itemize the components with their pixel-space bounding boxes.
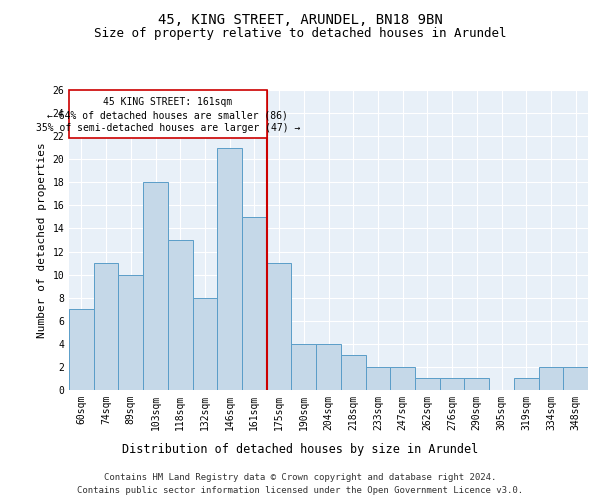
Text: Contains public sector information licensed under the Open Government Licence v3: Contains public sector information licen… [77, 486, 523, 495]
Bar [94, 263, 118, 390]
Bar [217, 148, 242, 390]
Bar [193, 298, 217, 390]
Bar [292, 344, 316, 390]
Bar [143, 182, 168, 390]
Bar [69, 309, 94, 390]
Text: 45, KING STREET, ARUNDEL, BN18 9BN: 45, KING STREET, ARUNDEL, BN18 9BN [158, 12, 442, 26]
Text: Distribution of detached houses by size in Arundel: Distribution of detached houses by size … [122, 442, 478, 456]
Bar [316, 344, 341, 390]
Bar [365, 367, 390, 390]
Bar [440, 378, 464, 390]
Bar [514, 378, 539, 390]
Bar [118, 274, 143, 390]
Text: Contains HM Land Registry data © Crown copyright and database right 2024.: Contains HM Land Registry data © Crown c… [104, 472, 496, 482]
Bar [390, 367, 415, 390]
Text: Size of property relative to detached houses in Arundel: Size of property relative to detached ho… [94, 28, 506, 40]
Y-axis label: Number of detached properties: Number of detached properties [37, 142, 47, 338]
Bar [563, 367, 588, 390]
Bar [539, 367, 563, 390]
Text: ← 64% of detached houses are smaller (86): ← 64% of detached houses are smaller (86… [47, 111, 288, 121]
Bar [341, 356, 365, 390]
Bar [464, 378, 489, 390]
Bar [168, 240, 193, 390]
Text: 45 KING STREET: 161sqm: 45 KING STREET: 161sqm [103, 97, 232, 107]
Bar [267, 263, 292, 390]
Text: 35% of semi-detached houses are larger (47) →: 35% of semi-detached houses are larger (… [35, 124, 300, 134]
Bar [242, 217, 267, 390]
Bar [415, 378, 440, 390]
FancyBboxPatch shape [69, 90, 267, 138]
